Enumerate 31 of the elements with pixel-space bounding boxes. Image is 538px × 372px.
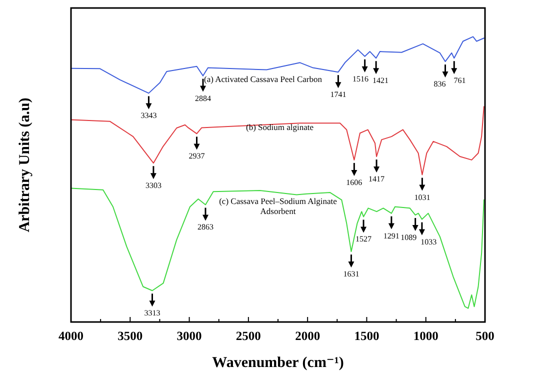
x-tick-label: 500 — [476, 329, 494, 343]
annotation: 1631 — [343, 270, 360, 279]
series-label: (a) Activated Cassava Peel Carbon — [204, 74, 323, 84]
annotation: 1421 — [372, 76, 388, 86]
annotation: 1516 — [352, 74, 368, 84]
annotation: 3313 — [144, 308, 160, 318]
annotation: 1527 — [356, 234, 372, 244]
annotation: 1033 — [420, 237, 437, 246]
annotation: 761 — [454, 76, 466, 86]
x-tick-label: 4000 — [58, 329, 84, 343]
series-label: (c) Cassava Peel–Sodium Alginate Adsorbent — [219, 196, 338, 216]
annotation: 3303 — [145, 181, 162, 190]
annotation: 1741 — [330, 90, 346, 100]
x-tick-label: 2000 — [295, 329, 320, 343]
annotation: 1089 — [400, 233, 417, 242]
annotation: 1291 — [383, 231, 400, 240]
annotation: 2863 — [197, 222, 214, 232]
annotation: 3343 — [140, 111, 157, 120]
x-axis-title: Wavenumber (cm⁻¹) — [212, 355, 344, 371]
annotation: 1031 — [414, 192, 430, 202]
annotation: 2937 — [188, 152, 205, 161]
annotation: 836 — [434, 80, 446, 89]
x-tick-label: 1500 — [354, 329, 380, 343]
x-tick-label: 1000 — [413, 329, 438, 343]
annotation: 1417 — [368, 174, 385, 184]
annotation: 2884 — [195, 94, 212, 103]
x-tick-label: 3000 — [176, 329, 202, 343]
y-axis-title: Arbitrary Units (a.u) — [17, 98, 33, 232]
annotation: 1606 — [346, 178, 362, 187]
x-tick-label: 2500 — [236, 329, 261, 343]
x-tick-label: 3500 — [118, 329, 143, 343]
